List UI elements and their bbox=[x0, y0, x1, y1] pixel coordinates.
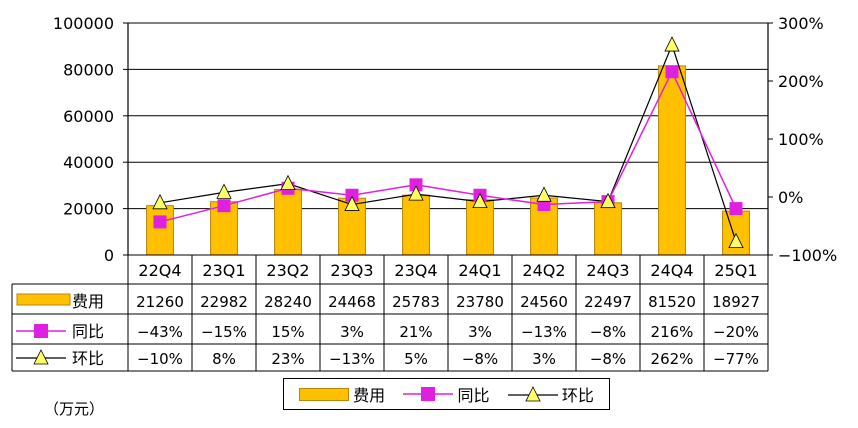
marker-yoy bbox=[345, 188, 359, 202]
table-cell: −77% bbox=[713, 350, 759, 368]
table-cell: 25783 bbox=[392, 293, 440, 311]
table-cell: −20% bbox=[713, 323, 759, 341]
marker-qoq bbox=[600, 192, 616, 209]
bars bbox=[146, 65, 750, 256]
legend: 费用 同比 环比 bbox=[283, 378, 610, 410]
legend-item-yoy: 同比 bbox=[403, 382, 490, 406]
legend-label-yoy: 同比 bbox=[457, 386, 490, 405]
marker-qoq bbox=[152, 193, 168, 210]
table-swatch-yoy-marker bbox=[34, 324, 48, 338]
marker-qoq bbox=[728, 232, 744, 249]
table-cell: 21% bbox=[399, 323, 432, 341]
table-cell: 216% bbox=[651, 323, 694, 341]
x-tick-label: 24Q3 bbox=[586, 261, 629, 280]
y-right-tick-label: 300% bbox=[778, 14, 824, 33]
marker-qoq bbox=[344, 195, 360, 211]
table-cell: −8% bbox=[462, 350, 498, 368]
bar-expense bbox=[466, 199, 494, 256]
table-cell: 24560 bbox=[520, 293, 568, 311]
line-qoq bbox=[159, 43, 737, 242]
table-cell: 22497 bbox=[584, 293, 632, 311]
marker-qoq bbox=[472, 192, 488, 209]
legend-label-qoq: 环比 bbox=[561, 386, 594, 405]
table-cell: −8% bbox=[590, 323, 626, 341]
y-right-tick-label: 200% bbox=[778, 72, 824, 91]
x-tick-label: 23Q1 bbox=[202, 261, 245, 280]
x-tick-label: 24Q2 bbox=[522, 261, 565, 280]
table-cell: 18927 bbox=[712, 293, 760, 311]
x-tick-label: 23Q3 bbox=[330, 261, 373, 280]
legend-swatch-yoy bbox=[403, 387, 454, 401]
table-cell: −13% bbox=[521, 323, 567, 341]
line-yoy bbox=[159, 69, 737, 223]
table-cell: 22982 bbox=[200, 293, 248, 311]
legend-label-expense: 费用 bbox=[353, 386, 386, 405]
table-cell: 23% bbox=[271, 350, 304, 368]
marker-qoq bbox=[536, 186, 552, 202]
bar-expense bbox=[402, 194, 430, 256]
x-tick-label: 24Q1 bbox=[458, 261, 501, 280]
table-cell: −43% bbox=[137, 323, 183, 341]
legend-item-qoq: 环比 bbox=[507, 382, 594, 406]
marker-yoy bbox=[729, 202, 743, 216]
legend-swatch-qoq bbox=[507, 386, 558, 402]
legend-swatch-bar bbox=[299, 387, 350, 401]
table-cell: 23780 bbox=[456, 293, 504, 311]
bar-expense bbox=[658, 65, 686, 256]
y-right-tick-label: −100% bbox=[778, 246, 837, 265]
marker-yoy bbox=[409, 178, 423, 192]
table-cell: 3% bbox=[340, 323, 364, 341]
y-left-tick-label: 100000 bbox=[53, 14, 114, 33]
y-left-tick-label: 60000 bbox=[63, 107, 114, 126]
table-cell: −10% bbox=[137, 350, 183, 368]
x-tick-label: 25Q1 bbox=[714, 261, 757, 280]
table-swatch-bar bbox=[16, 293, 71, 306]
y-left-tick-label: 20000 bbox=[63, 200, 114, 219]
bar-expense bbox=[146, 205, 174, 256]
marker-yoy bbox=[153, 215, 167, 229]
table-row-header: 同比 bbox=[72, 322, 104, 341]
marker-qoq bbox=[664, 36, 680, 52]
axes: 0 20000 40000 60000 80000 100000 −100% 0% 100% 20… bbox=[53, 14, 837, 265]
table-cell: 24468 bbox=[328, 293, 376, 311]
table-cell: 262% bbox=[651, 350, 694, 368]
y-right-tick-label: 100% bbox=[778, 130, 824, 149]
table-cell: −15% bbox=[201, 323, 247, 341]
y-left-tick-label: 80000 bbox=[63, 60, 114, 79]
marker-qoq bbox=[216, 183, 232, 199]
marker-yoy bbox=[665, 65, 679, 79]
x-tick-label: 22Q4 bbox=[138, 261, 181, 280]
x-tick-label: 23Q4 bbox=[394, 261, 437, 280]
marker-qoq bbox=[408, 185, 424, 201]
table-cell: −8% bbox=[590, 350, 626, 368]
table-cell: 81520 bbox=[648, 293, 696, 311]
data-table: 22Q4 23Q1 23Q2 23Q3 23Q4 24Q1 24Q2 24Q3 24Q4 25Q1… bbox=[11, 254, 769, 372]
table-cell: 8% bbox=[212, 350, 236, 368]
y-right-tick-label: 0% bbox=[778, 188, 803, 207]
table-cell: −13% bbox=[329, 350, 375, 368]
table-cell: 5% bbox=[404, 350, 428, 368]
table-cell: 3% bbox=[468, 323, 492, 341]
table-row-header: 环比 bbox=[72, 349, 104, 368]
bar-expense bbox=[274, 188, 302, 256]
y-left-tick-label: 0 bbox=[104, 246, 114, 265]
unit-note: （万元） bbox=[44, 400, 105, 418]
table-cell: 28240 bbox=[264, 293, 312, 311]
table-cell: 21260 bbox=[136, 293, 184, 311]
series-lines bbox=[152, 36, 744, 249]
bar-expense bbox=[594, 202, 622, 256]
marker-yoy bbox=[217, 199, 231, 213]
table-cell: 15% bbox=[271, 323, 304, 341]
table-cell: 3% bbox=[532, 350, 556, 368]
y-left-tick-label: 40000 bbox=[63, 153, 114, 172]
x-tick-label: 23Q2 bbox=[266, 261, 309, 280]
legend-item-expense: 费用 bbox=[299, 382, 385, 406]
x-tick-label: 24Q4 bbox=[650, 261, 693, 280]
marker-qoq bbox=[280, 174, 296, 191]
table-row-header: 费用 bbox=[72, 292, 104, 311]
table-swatch-qoq-marker bbox=[33, 349, 49, 365]
